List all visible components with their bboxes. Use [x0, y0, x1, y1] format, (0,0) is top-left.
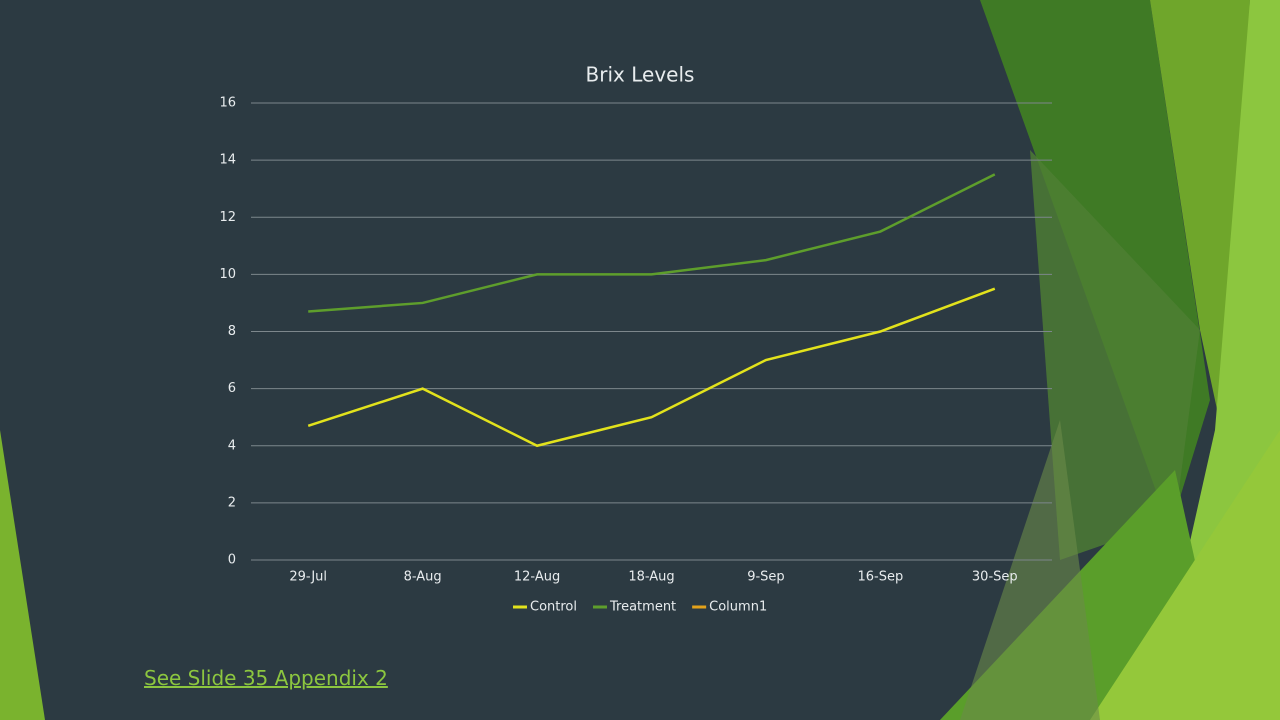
- y-tick-label: 16: [219, 96, 236, 111]
- data-line: [307, 287, 996, 448]
- x-tick-label: 9-Sep: [747, 570, 784, 585]
- appendix-link[interactable]: See Slide 35 Appendix 2: [144, 666, 388, 690]
- chart-title: Brix Levels: [586, 63, 695, 87]
- y-tick-label: 12: [219, 210, 236, 225]
- data-line: [308, 173, 996, 313]
- y-tick-label: 14: [219, 153, 236, 168]
- y-tick-label: 8: [228, 324, 236, 339]
- x-tick-label: 30-Sep: [972, 570, 1018, 585]
- legend-label: Column1: [709, 600, 767, 615]
- x-tick-label: 8-Aug: [404, 570, 442, 585]
- y-tick-label: 10: [219, 267, 236, 282]
- y-tick-label: 4: [228, 438, 236, 453]
- y-tick-label: 0: [228, 553, 236, 568]
- legend-label: Treatment: [609, 600, 676, 615]
- x-tick-label: 12-Aug: [514, 570, 560, 585]
- legend-label: Control: [530, 600, 577, 615]
- y-tick-label: 2: [228, 495, 236, 510]
- x-tick-label: 16-Sep: [857, 570, 903, 585]
- x-tick-label: 18-Aug: [628, 570, 674, 585]
- y-tick-label: 6: [228, 381, 236, 396]
- x-tick-label: 29-Jul: [289, 570, 327, 585]
